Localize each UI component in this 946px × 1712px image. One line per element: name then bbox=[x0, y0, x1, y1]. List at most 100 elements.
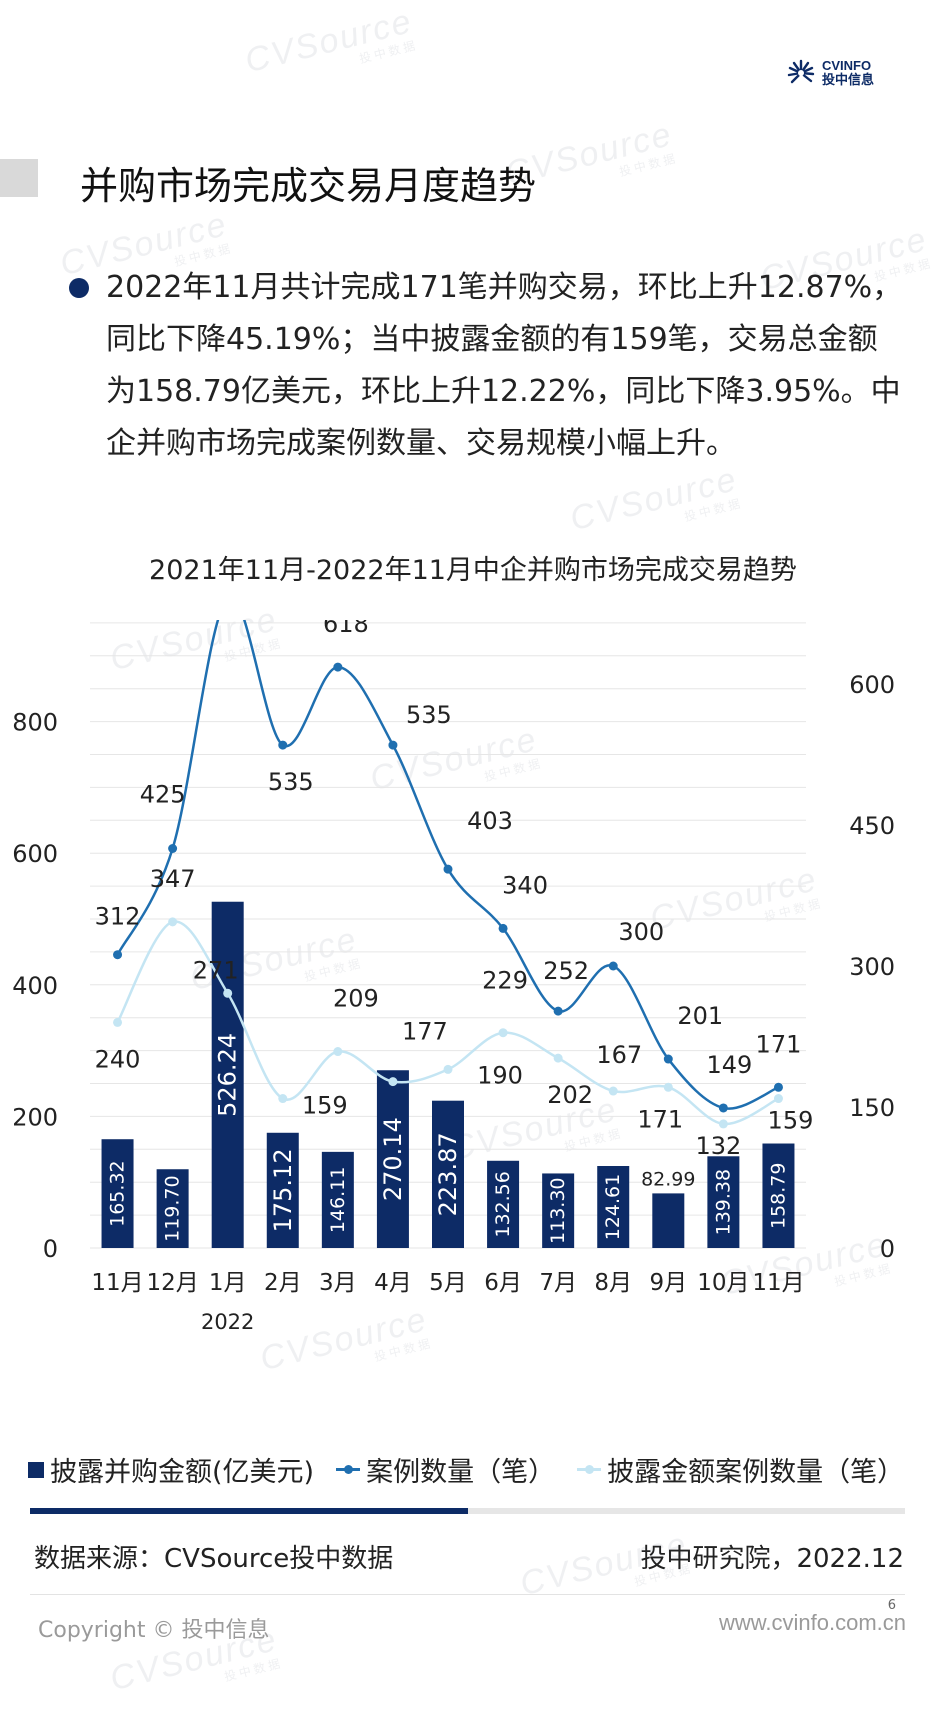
cases-value-label: 535 bbox=[406, 701, 452, 729]
bar-value-label: 139.38 bbox=[712, 1169, 734, 1235]
cases-point bbox=[773, 1082, 783, 1092]
cases-line bbox=[116, 620, 779, 1110]
disclosed-cases-point bbox=[718, 1119, 728, 1129]
bar-value-label: 526.24 bbox=[214, 1033, 242, 1117]
disclosed-cases-value-label: 229 bbox=[482, 967, 528, 995]
disclosed-cases-value-label: 132 bbox=[695, 1132, 741, 1160]
x-tick-label: 11月 bbox=[752, 1270, 804, 1296]
y-right-tick-label: 600 bbox=[849, 671, 895, 699]
legend-label: 披露并购金额(亿美元) bbox=[50, 1457, 315, 1488]
bar bbox=[432, 1100, 464, 1248]
bar bbox=[762, 1143, 795, 1248]
combo-chart: 020040060080010000150300450600165.32119.… bbox=[12, 620, 895, 1334]
y-right-tick-label: 150 bbox=[849, 1094, 895, 1122]
bar-value-label: 132.56 bbox=[492, 1171, 514, 1237]
legend-item-cases: 案例数量（笔） bbox=[336, 1450, 555, 1489]
disclosed-cases-point bbox=[113, 1017, 123, 1027]
x-tick-label: 7月 bbox=[539, 1270, 577, 1296]
disclosed-cases-point bbox=[223, 988, 233, 998]
footer-divider-accent bbox=[30, 1508, 468, 1514]
cases-point bbox=[388, 740, 398, 750]
cases-value-label: 252 bbox=[543, 957, 589, 985]
bar-value-label: 158.79 bbox=[767, 1163, 789, 1229]
cases-value-label: 403 bbox=[467, 807, 513, 835]
sunburst-icon bbox=[787, 59, 815, 84]
chart-title: 2021年11月-2022年11月中企并购市场完成交易趋势 bbox=[149, 555, 797, 586]
legend-label: 披露金额案例数量（笔） bbox=[607, 1457, 905, 1488]
legend-swatch-line bbox=[336, 1465, 361, 1474]
disclosed-cases-point bbox=[168, 917, 178, 927]
cases-point bbox=[168, 844, 178, 853]
y-left-tick-label: 800 bbox=[12, 709, 58, 737]
cases-value-label: 300 bbox=[618, 918, 664, 946]
y-right-tick-label: 300 bbox=[849, 953, 895, 981]
website-link[interactable]: www.cvinfo.com.cn bbox=[718, 1610, 906, 1635]
disclosed-cases-value-label: 202 bbox=[547, 1081, 593, 1109]
cases-value-label: 618 bbox=[323, 620, 369, 638]
cases-value-label: 425 bbox=[140, 781, 186, 809]
bar bbox=[211, 901, 244, 1248]
disclosed-cases-value-label: 271 bbox=[193, 956, 239, 984]
watermark: CVSource 投中数据 bbox=[566, 460, 745, 539]
y-left-tick-label: 200 bbox=[12, 1103, 58, 1131]
bar-value-label: 119.70 bbox=[162, 1175, 184, 1241]
y-left-tick-label: 400 bbox=[12, 972, 58, 1000]
x-tick-label: 1月 bbox=[209, 1270, 247, 1296]
x-tick-label: 12月 bbox=[146, 1270, 198, 1296]
title-accent-bar bbox=[0, 159, 38, 197]
cases-value-label: 340 bbox=[502, 871, 548, 899]
bar bbox=[487, 1160, 520, 1248]
cases-value-label: 171 bbox=[756, 1030, 802, 1058]
x-tick-sublabel: 2022 bbox=[201, 1310, 254, 1334]
cases-point bbox=[553, 1006, 563, 1016]
disclosed-cases-value-label: 167 bbox=[596, 1041, 642, 1069]
cases-point bbox=[608, 961, 618, 971]
cases-value-label: 535 bbox=[268, 768, 314, 796]
x-tick-label: 3月 bbox=[319, 1270, 357, 1296]
x-tick-label: 10月 bbox=[697, 1270, 749, 1296]
bar-value-label: 165.32 bbox=[107, 1160, 129, 1226]
chart-legend: 披露并购金额(亿美元) 案例数量（笔） 披露金额案例数量（笔） bbox=[28, 1450, 926, 1489]
bullet-point-icon bbox=[69, 278, 89, 298]
cases-value-label: 201 bbox=[677, 1002, 723, 1030]
legend-label: 案例数量（笔） bbox=[366, 1457, 556, 1488]
summary-text: 2022年11月共计完成171笔并购交易，环比上升12.87%，同比下降45.1… bbox=[106, 270, 903, 461]
bar-value-label: 175.12 bbox=[269, 1148, 297, 1232]
disclosed-cases-value-label: 240 bbox=[95, 1045, 141, 1073]
cases-point bbox=[443, 864, 453, 874]
bar bbox=[266, 1132, 299, 1248]
x-tick-label: 8月 bbox=[594, 1270, 632, 1296]
legend-swatch-line bbox=[577, 1465, 602, 1474]
x-tick-label: 5月 bbox=[429, 1270, 467, 1296]
disclosed-cases-point bbox=[278, 1094, 288, 1104]
disclosed-cases-point bbox=[663, 1082, 673, 1092]
disclosed-cases-point bbox=[553, 1053, 563, 1063]
x-tick-label: 11月 bbox=[91, 1270, 143, 1296]
cases-value-label: 312 bbox=[95, 903, 141, 931]
disclosed-cases-value-label: 190 bbox=[477, 1061, 523, 1089]
x-tick-label: 4月 bbox=[374, 1270, 412, 1296]
data-source: 数据来源：CVSource投中数据 bbox=[34, 1544, 394, 1574]
disclosed-cases-value-label: 159 bbox=[302, 1092, 348, 1120]
cases-point bbox=[113, 950, 123, 960]
x-tick-label: 2月 bbox=[264, 1270, 302, 1296]
disclosed-cases-value-label: 177 bbox=[402, 1018, 448, 1046]
bar-value-label: 82.99 bbox=[641, 1168, 695, 1190]
legend-item-disclosed-cases: 披露金额案例数量（笔） bbox=[577, 1450, 904, 1489]
x-tick-label: 6月 bbox=[484, 1270, 522, 1296]
bar-value-label: 223.87 bbox=[434, 1132, 462, 1216]
footer-line bbox=[30, 1594, 905, 1595]
cases-value-label: 149 bbox=[706, 1051, 752, 1079]
page-title: 并购市场完成交易月度趋势 bbox=[80, 164, 537, 208]
cvinfo-logo: CVINFO 投中信息 bbox=[786, 58, 874, 88]
cases-point bbox=[278, 740, 288, 750]
bar bbox=[376, 1070, 409, 1248]
bar bbox=[652, 1193, 685, 1248]
disclosed-cases-point bbox=[333, 1047, 343, 1057]
page-number: 6 bbox=[887, 1598, 896, 1613]
cases-point bbox=[718, 1103, 728, 1113]
disclosed-cases-point bbox=[773, 1094, 783, 1104]
disclosed-cases-value-label: 171 bbox=[637, 1105, 683, 1133]
bar bbox=[101, 1139, 134, 1248]
disclosed-cases-value-label: 347 bbox=[150, 865, 196, 893]
